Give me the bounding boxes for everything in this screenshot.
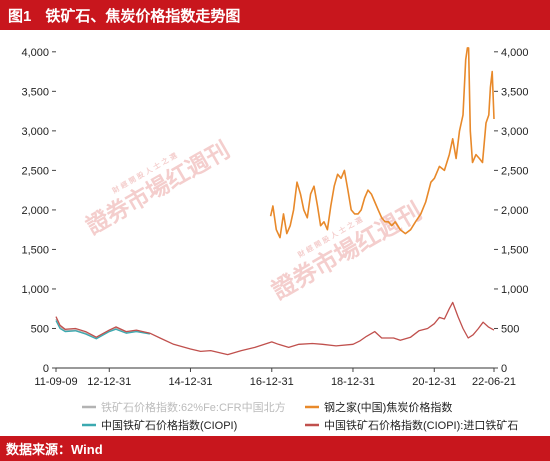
legend-label: 中国铁矿石价格指数(CIOPI) [101, 418, 237, 432]
y-tick-label-left: 2,000 [21, 205, 49, 217]
chart-title: 铁矿石、焦炭价格指数走势图 [45, 7, 241, 25]
figure-number: 图1 [8, 7, 32, 25]
legend-item: 中国铁矿石价格指数(CIOPI) [82, 418, 237, 432]
legend-label: 铁矿石价格指数:62%Fe:CFR中国北方 [101, 400, 286, 414]
y-tick-label-right: 2,000 [501, 205, 529, 217]
legend-item: 钢之家(中国)焦炭价格指数 [305, 400, 452, 414]
y-tick-label-left: 4,000 [21, 47, 49, 59]
y-tick-label-left: 500 [31, 323, 49, 335]
legend-label: 钢之家(中国)焦炭价格指数 [324, 400, 452, 414]
series-line-4 [55, 301, 495, 356]
series-line-1 [55, 318, 151, 339]
y-tick-label-left: 2,500 [21, 165, 49, 177]
y-tick-label-left: 0 [43, 363, 49, 375]
y-tick-label-right: 500 [501, 323, 519, 335]
axes-group: 0 0 500 500 1,000 1,000 1,500 1,500 2,000 2,000 2,… [21, 47, 528, 388]
x-tick-label: 14-12-31 [168, 376, 212, 388]
y-tick-label-left: 3,000 [21, 126, 49, 138]
x-tick-label: 20-12-31 [412, 376, 456, 388]
legend: 铁矿石价格指数:62%Fe:CFR中国北方 钢之家(中国)焦炭价格指数中国铁矿石价… [82, 400, 518, 432]
y-tick-label-left: 1,500 [21, 244, 49, 256]
x-tick-label: 11-09-09 [34, 376, 77, 388]
y-tick-label-right: 1,000 [501, 284, 529, 296]
legend-item: 中国铁矿石价格指数(CIOPI):进口铁矿石 [305, 418, 518, 432]
legend-label: 中国铁矿石价格指数(CIOPI):进口铁矿石 [324, 418, 518, 432]
series-line-2 [269, 47, 495, 239]
source-note: 数据来源：Wind [0, 436, 550, 461]
y-tick-label-right: 3,500 [501, 86, 529, 98]
x-tick-label: 16-12-31 [250, 376, 294, 388]
watermark-text: 證券市場红週刊 [82, 136, 235, 240]
title-bar: 图1 铁矿石、焦炭价格指数走势图 [0, 0, 550, 30]
x-tick-label: 12-12-31 [87, 376, 131, 388]
y-tick-label-left: 3,500 [21, 86, 49, 98]
y-tick-label-right: 1,500 [501, 244, 529, 256]
y-tick-label-left: 1,000 [21, 284, 49, 296]
legend-item: 铁矿石价格指数:62%Fe:CFR中国北方 [82, 400, 286, 414]
series-layer [55, 47, 495, 356]
x-tick-label: 22-06-21 [472, 376, 516, 388]
y-tick-label-right: 0 [501, 363, 507, 375]
series-line-3 [55, 320, 151, 340]
y-tick-label-right: 4,000 [501, 47, 529, 59]
y-tick-label-right: 3,000 [501, 126, 529, 138]
x-tick-label: 18-12-31 [331, 376, 375, 388]
y-tick-label-right: 2,500 [501, 165, 529, 177]
watermark-text: 證券市場红週刊 [267, 197, 426, 305]
